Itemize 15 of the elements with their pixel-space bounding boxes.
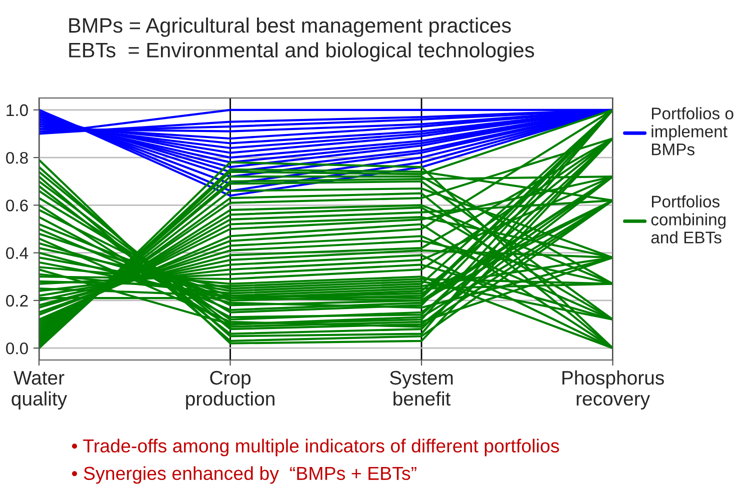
y-tick-label: 0.4 xyxy=(6,247,28,260)
x-tick-label: System benefit xyxy=(390,370,453,406)
x-tick-label: Crop production xyxy=(186,370,274,410)
y-tick-label: 0.0 xyxy=(6,342,28,354)
y-tick-label: 0.8 xyxy=(6,152,28,164)
legend-label: Portfolios combining and EBTs xyxy=(651,195,726,244)
text: • Synergies enhanced by “BMPs + EBTs” xyxy=(72,466,416,484)
x-tick-label: Water quality xyxy=(12,371,68,410)
y-tick-label: 1.0 xyxy=(6,104,28,116)
y-tick-label: 0.6 xyxy=(6,200,28,212)
y-tick-label: 0.2 xyxy=(6,294,28,307)
legend-label: Portfolios o implement BMPs xyxy=(652,107,734,156)
chart-title: BMPs = Agricultural best management practices EBTs = Environmental and biological technologies xyxy=(69,18,534,62)
text: • Trade-offs among multiple indicators of different portfolios xyxy=(72,438,560,456)
x-tick-label: Phosphorus recovery xyxy=(562,370,664,410)
